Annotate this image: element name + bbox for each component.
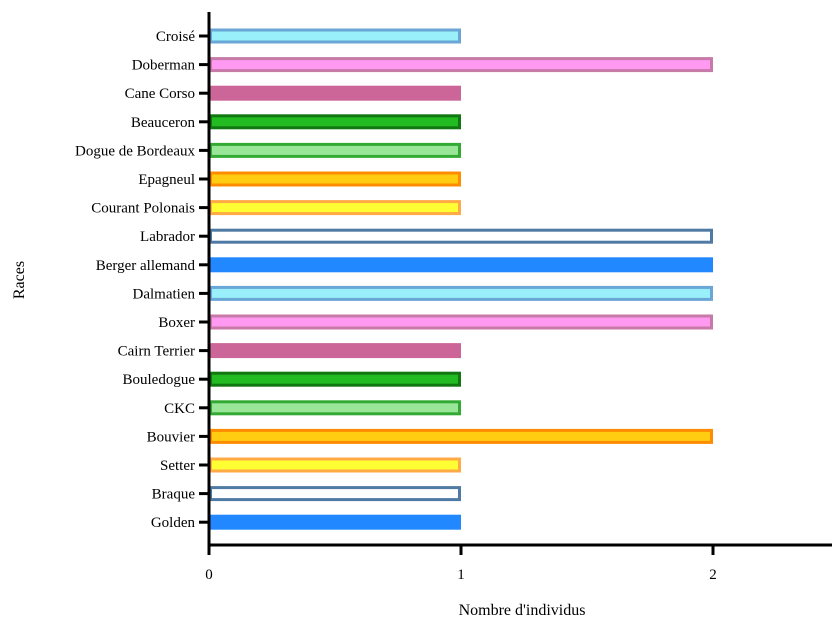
bar-bouvier bbox=[209, 428, 713, 444]
y-tick-label: Berger allemand bbox=[96, 258, 196, 274]
y-tick-label: Cane Corso bbox=[125, 86, 195, 102]
bar-dalmatien bbox=[209, 285, 713, 301]
bar-boxer bbox=[209, 314, 713, 330]
y-tick-label: Dalmatien bbox=[133, 286, 196, 302]
bar-cairn-terrier bbox=[209, 343, 461, 359]
x-tick-label: 2 bbox=[709, 567, 717, 583]
y-tick-label: Dogue de Bordeaux bbox=[75, 143, 195, 159]
y-tick-label: Beauceron bbox=[131, 115, 196, 131]
y-tick-label: Golden bbox=[151, 515, 196, 531]
bar-golden bbox=[209, 514, 461, 530]
bar-braque bbox=[209, 486, 461, 502]
bars-group bbox=[209, 28, 713, 530]
bar-beauceron bbox=[209, 114, 461, 130]
bar-crois- bbox=[209, 28, 461, 44]
bar-ckc bbox=[209, 400, 461, 416]
y-tick-label: Cairn Terrier bbox=[118, 344, 195, 360]
y-axis-title: Races bbox=[11, 261, 28, 299]
y-ticks-group: Croisé Doberman Cane Corso Beauceron Dogue d… bbox=[75, 29, 209, 531]
y-tick-label: Setter bbox=[160, 458, 195, 474]
y-tick-label: Epagneul bbox=[138, 172, 195, 188]
y-tick-label: Doberman bbox=[132, 58, 196, 74]
bar-dogue-de-bordeaux bbox=[209, 142, 461, 158]
bar-labrador bbox=[209, 228, 713, 244]
y-tick-label: Bouledogue bbox=[123, 372, 196, 388]
y-tick-label: Boxer bbox=[158, 315, 195, 331]
y-tick-label: Labrador bbox=[140, 229, 195, 245]
x-tick-label: 0 bbox=[205, 567, 213, 583]
x-ticks-group: 0 1 2 bbox=[205, 545, 717, 583]
y-tick-label: CKC bbox=[164, 401, 195, 417]
y-tick-label: Bouvier bbox=[147, 429, 195, 445]
bar-epagneul bbox=[209, 171, 461, 187]
y-tick-label: Courant Polonais bbox=[91, 201, 195, 217]
y-tick-label: Braque bbox=[152, 487, 196, 503]
x-axis-title: Nombre d'individus bbox=[459, 602, 586, 619]
bar-courant-polonais bbox=[209, 200, 461, 216]
bar-setter bbox=[209, 457, 461, 473]
bar-bouledogue bbox=[209, 371, 461, 387]
bar-cane-corso bbox=[209, 85, 461, 101]
x-tick-label: 1 bbox=[457, 567, 465, 583]
y-tick-label: Croisé bbox=[156, 29, 196, 45]
bar-doberman bbox=[209, 57, 713, 73]
bar-berger-allemand bbox=[209, 257, 713, 273]
